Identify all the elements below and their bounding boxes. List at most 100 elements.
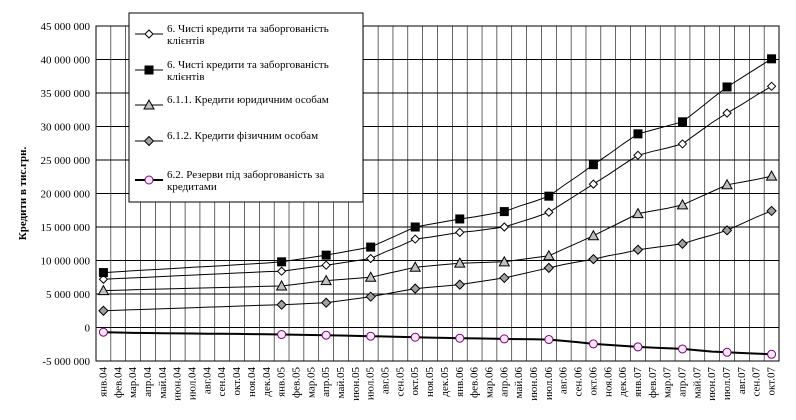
legend-label: 6. Чисті кредити та заборгованість <box>167 59 329 71</box>
series-2-point <box>277 257 287 267</box>
x-tick-label: авг.04 <box>201 367 213 395</box>
y-tick-label: -5 000 000 <box>42 356 90 368</box>
y-tick-label: 5 000 000 <box>46 289 91 301</box>
x-tick-label: мар.04 <box>127 367 139 399</box>
series-2-point <box>366 242 376 252</box>
series-5-point <box>455 333 465 343</box>
x-tick-label: май.07 <box>691 367 703 399</box>
series-1-point <box>544 207 554 217</box>
x-tick-label: окт.05 <box>409 367 421 396</box>
series-1-point <box>365 253 376 264</box>
x-tick-label: окт.04 <box>231 367 243 396</box>
series-3-point <box>543 249 555 261</box>
series-5-point <box>677 344 687 354</box>
x-tick-label: янв.06 <box>454 367 466 397</box>
legend-marker <box>144 175 154 185</box>
series-4-point <box>454 279 465 290</box>
series-5-point <box>499 334 509 344</box>
series-1-point <box>321 260 331 270</box>
series-3-point <box>587 229 600 241</box>
x-tick-label: янв.05 <box>276 367 288 397</box>
series-3-point <box>453 257 466 268</box>
series-4-point <box>499 272 510 284</box>
series-line-3 <box>103 175 772 292</box>
x-tick-label: окт.07 <box>766 367 778 396</box>
series-1-point <box>766 81 777 92</box>
series-1-point <box>499 222 510 232</box>
legend-marker <box>144 29 154 39</box>
x-tick-label: июн.04 <box>172 367 184 401</box>
series-5-point <box>366 331 376 341</box>
series-1-point <box>722 108 732 118</box>
series-2-point <box>633 129 643 139</box>
x-tick-label: сен.06 <box>573 367 585 397</box>
series-4-point <box>320 297 332 308</box>
series-5-point <box>767 349 777 359</box>
series-5-point <box>410 332 420 342</box>
x-tick-label: май.05 <box>335 367 347 399</box>
series-3-point <box>632 207 644 219</box>
x-tick-label: июл.07 <box>721 367 733 401</box>
x-tick-label: фев.06 <box>469 367 481 398</box>
series-3-point <box>97 284 110 296</box>
x-tick-label: ноя.06 <box>602 367 614 397</box>
legend-label: клієнтів <box>167 71 205 83</box>
plot-frame <box>95 25 780 362</box>
series-3-point <box>275 279 288 291</box>
series-5-point <box>98 327 108 337</box>
series-3-point <box>721 178 733 190</box>
y-tick-label: 40 000 000 <box>41 55 91 67</box>
x-tick-label: июл.05 <box>365 367 377 401</box>
legend-label: 6. Чисті кредити та заборгованість <box>167 23 329 35</box>
legend-label: клієнтів <box>167 35 205 47</box>
y-tick-label: 25 000 000 <box>41 155 91 167</box>
x-tick-label: июл.04 <box>187 367 199 401</box>
x-tick-label: дек.04 <box>261 367 273 397</box>
series-1-point <box>410 234 420 244</box>
legend-marker <box>143 135 155 147</box>
series-1-point <box>276 266 287 276</box>
series-3-point <box>676 198 689 210</box>
x-tick-label: янв.04 <box>97 367 109 397</box>
series-4-point <box>276 299 287 310</box>
series-1-point <box>677 139 688 149</box>
series-1-point <box>98 274 109 284</box>
series-line-1 <box>103 85 772 280</box>
series-2-point <box>499 207 509 217</box>
x-tick-label: мар.07 <box>662 367 674 399</box>
series-2-point <box>544 191 554 201</box>
y-tick-label: 0 <box>85 323 91 335</box>
series-3-point <box>498 255 511 267</box>
x-tick-label: сен.04 <box>216 367 228 397</box>
series-2-point <box>677 117 687 127</box>
legend-label: 6.1.1. Кредити юридичним особам <box>167 94 329 106</box>
series-5-point <box>277 330 287 340</box>
series-line-2 <box>103 58 772 274</box>
x-tick-label: май.04 <box>157 367 169 399</box>
x-tick-label: фев.04 <box>112 367 124 398</box>
series-4-point <box>588 253 599 265</box>
series-3-point <box>364 271 377 282</box>
y-tick-label: 30 000 000 <box>41 122 91 134</box>
y-tick-label: 45 000 000 <box>41 21 91 33</box>
legend-box <box>128 12 364 203</box>
series-2-point <box>410 222 420 232</box>
series-2-point <box>98 268 108 278</box>
series-4-point <box>721 225 733 236</box>
series-line-5 <box>103 331 772 356</box>
series-5-point <box>633 342 643 352</box>
series-2-point <box>321 250 331 260</box>
series-3-point <box>409 261 422 272</box>
x-tick-label: мар.05 <box>305 367 317 399</box>
x-tick-label: фев.05 <box>290 367 302 398</box>
series-5-point <box>544 335 554 345</box>
series-5-point <box>722 347 732 357</box>
x-tick-label: авг.06 <box>558 367 570 395</box>
legend-label: 6.1.2. Кредити фізичним особам <box>167 130 318 142</box>
x-tick-label: май.06 <box>513 367 525 399</box>
series-4-point <box>98 305 109 316</box>
y-tick-label: 35 000 000 <box>41 88 91 100</box>
series-2-point <box>767 54 777 64</box>
